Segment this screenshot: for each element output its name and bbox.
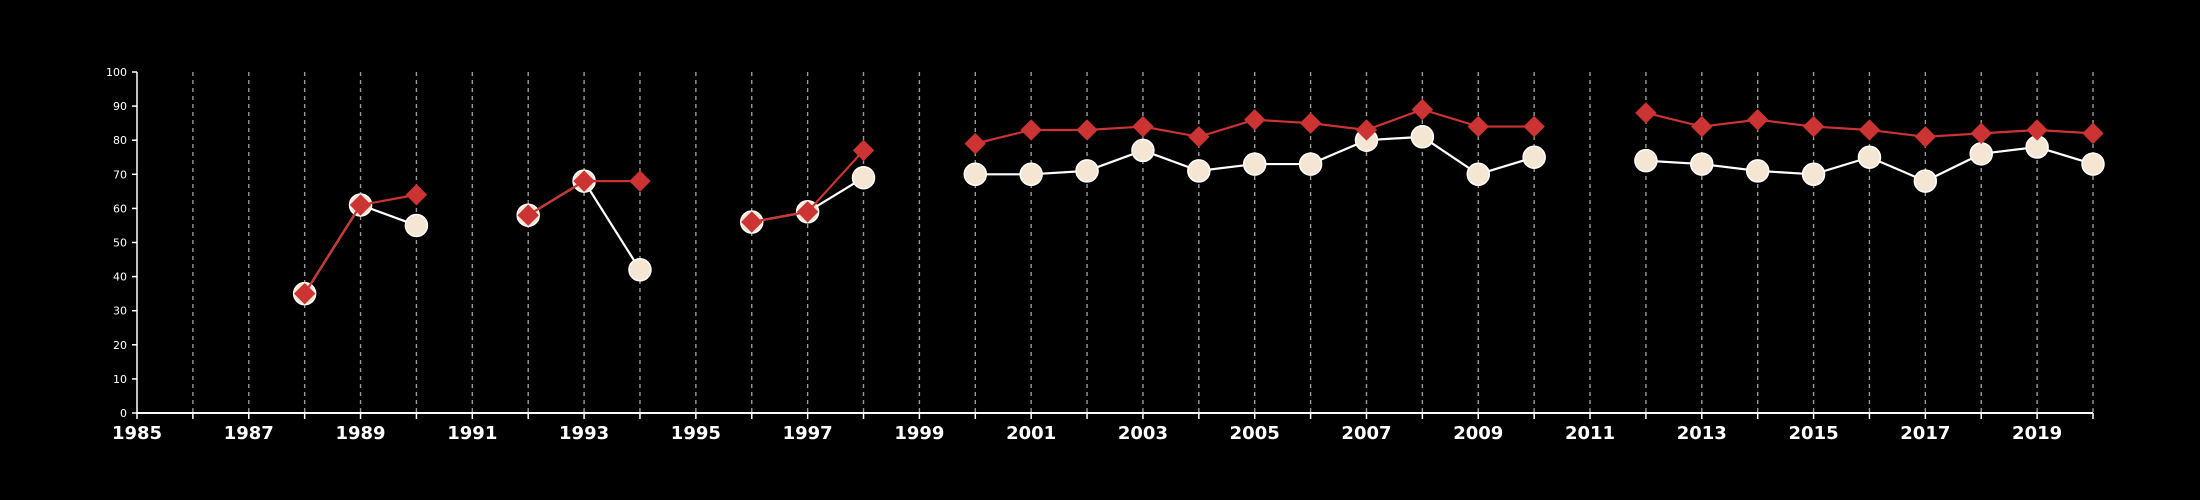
series-1-point-2012 <box>1635 102 1657 124</box>
series-1-point-2016 <box>1858 119 1881 141</box>
y-tick-label-70: 70 <box>113 168 127 181</box>
series-1-point-2000 <box>964 132 986 155</box>
series-2-point-2012 <box>1634 148 1658 173</box>
series-2-point-2018 <box>1969 142 1993 166</box>
y-tick-label-20: 20 <box>113 339 127 352</box>
series-1-point-1996 <box>741 211 763 233</box>
series-2-point-2010 <box>1522 145 1546 169</box>
y-tick-label-30: 30 <box>113 305 127 318</box>
y-tick-label-40: 40 <box>113 271 127 284</box>
series-1-point-1992 <box>517 204 539 226</box>
series-1-point-1989 <box>349 194 372 216</box>
series-1-point-2001 <box>1020 119 1042 141</box>
x-tick-label-2001: 2001 <box>1006 423 1056 444</box>
x-tick-label-2005: 2005 <box>1230 423 1280 444</box>
x-tick-label-1989: 1989 <box>335 423 385 444</box>
series-1 <box>293 98 2104 305</box>
series-2-point-2020 <box>2081 152 2105 176</box>
series-1-point-1990 <box>405 184 428 206</box>
axes <box>132 71 2094 419</box>
series-2-point-2001 <box>1019 162 1043 187</box>
series-1-point-2009 <box>1467 115 1489 138</box>
series-1-point-2008 <box>1411 98 1434 121</box>
x-tick-label-1985: 1985 <box>112 423 162 444</box>
series-1-point-2017 <box>1914 126 1937 148</box>
series-2-point-2005 <box>1242 152 1267 176</box>
tick-labels: 0 10 20 30 40 50 60 70 80 90 100 1985 1987 1989 1991 19… <box>106 66 2062 444</box>
x-tick-label-2009: 2009 <box>1453 423 1503 444</box>
series-1-point-2007 <box>1355 119 1378 141</box>
series-2-point-2013 <box>1690 152 1714 176</box>
y-tick-label-0: 0 <box>120 407 127 420</box>
x-tick-label-2013: 2013 <box>1677 423 1727 444</box>
x-tick-label-2007: 2007 <box>1341 423 1391 444</box>
y-tick-label-50: 50 <box>113 237 127 250</box>
y-tick-label-90: 90 <box>113 100 127 113</box>
y-tick-label-100: 100 <box>106 66 127 79</box>
series-1-point-2006 <box>1299 112 1322 134</box>
series-group <box>292 98 2105 306</box>
x-tick-label-2017: 2017 <box>1900 423 1950 444</box>
series-1-point-2005 <box>1244 109 1266 131</box>
x-tick-label-1987: 1987 <box>224 423 274 444</box>
series-2-point-2014 <box>1745 159 1770 183</box>
series-1-point-2013 <box>1691 115 1713 138</box>
x-tick-label-2011: 2011 <box>1565 423 1615 444</box>
series-2-point-2009 <box>1466 162 1491 187</box>
series-1-point-1997 <box>796 201 819 223</box>
series-2-point-1990 <box>404 213 429 238</box>
x-tick-label-1995: 1995 <box>671 423 721 444</box>
series-2-point-2017 <box>1913 169 1938 193</box>
series-1-point-2010 <box>1523 115 1545 138</box>
series-1-point-2002 <box>1076 119 1098 141</box>
x-tick-label-2003: 2003 <box>1118 423 1168 444</box>
series-2-point-2002 <box>1075 159 1099 183</box>
series-1-point-2004 <box>1188 126 1210 148</box>
series-1-point-2018 <box>1970 122 1992 145</box>
series-2-point-2006 <box>1298 152 1323 176</box>
series-1-point-2003 <box>1132 115 1154 138</box>
series-2-point-2004 <box>1187 159 1211 183</box>
series-1-point-2020 <box>2082 122 2104 145</box>
series-1-point-2014 <box>1746 109 1769 131</box>
x-tick-label-1993: 1993 <box>559 423 609 444</box>
series-1-point-1994 <box>629 170 651 192</box>
series-1-point-1998 <box>852 139 875 162</box>
x-tick-label-1997: 1997 <box>783 423 833 444</box>
x-tick-label-2015: 2015 <box>1789 423 1839 444</box>
series-1-point-2015 <box>1802 115 1825 138</box>
series-1-point-1993 <box>573 170 595 192</box>
series-2-point-2000 <box>963 162 988 187</box>
series-2-point-2015 <box>1801 162 1826 187</box>
x-tick-label-1999: 1999 <box>894 423 944 444</box>
series-1-point-1988 <box>293 282 316 305</box>
y-tick-label-80: 80 <box>113 134 127 147</box>
series-2-point-2003 <box>1131 138 1155 163</box>
y-tick-label-10: 10 <box>113 373 127 386</box>
series-2-point-2016 <box>1857 145 1882 169</box>
y-tick-label-60: 60 <box>113 202 127 215</box>
x-tick-label-2019: 2019 <box>2012 423 2062 444</box>
series-1-point-2019 <box>2026 119 2048 141</box>
x-tick-label-1991: 1991 <box>447 423 497 444</box>
series-2-point-1994 <box>628 258 652 282</box>
series-2-point-2008 <box>1410 125 1435 149</box>
series-2-point-1998 <box>851 165 876 190</box>
